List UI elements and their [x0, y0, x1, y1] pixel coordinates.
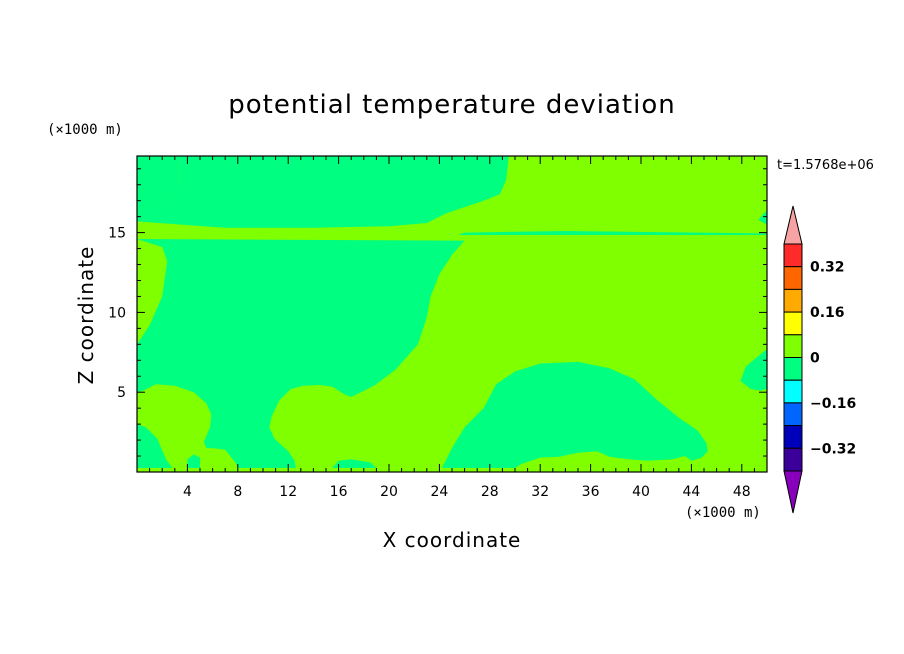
region-negative-thin-band [458, 231, 767, 235]
colorbar-arrow-bottom [783, 470, 803, 514]
x-tick-label: 48 [733, 484, 751, 500]
colorbar-swatch [783, 379, 803, 404]
contour-regions [137, 156, 767, 468]
region-negative-bottom-strip-1 [187, 454, 200, 468]
region-negative-left-main [137, 239, 465, 468]
x-tick-label: 36 [582, 484, 600, 500]
colorbar-tick-label: 0 [810, 351, 820, 367]
x-tick-label: 40 [632, 484, 650, 500]
y-tick-label: 15 [108, 226, 126, 242]
colorbar-swatch [783, 334, 803, 358]
colorbar-swatch [783, 288, 803, 313]
colorbar-swatch [783, 357, 803, 381]
colorbar-swatch [783, 425, 803, 449]
x-tick-label: 44 [682, 484, 700, 500]
chart-title: potential temperature deviation [228, 90, 675, 120]
colorbar: 0.32 0.16 0 −0.16 −0.32 [783, 205, 856, 514]
region-negative-right-edge [740, 349, 767, 391]
x-tick-label: 32 [531, 484, 549, 500]
colorbar-tick-label: 0.32 [810, 260, 845, 276]
x-tick-label: 20 [380, 484, 398, 500]
colorbar-swatch [783, 311, 803, 336]
x-axis-ticks: 4 8 12 16 20 24 28 32 36 40 44 48 [149, 156, 755, 500]
x-axis-label: X coordinate [383, 528, 522, 552]
x-tick-label: 8 [233, 484, 242, 500]
region-negative-left-lower [137, 424, 173, 468]
time-label: t=1.5768e+06 [777, 158, 874, 173]
y-tick-label: 10 [108, 305, 126, 321]
region-negative-bottom-strip-2 [332, 459, 377, 468]
colorbar-swatch [783, 402, 803, 427]
y-axis-label: Z coordinate [74, 246, 98, 385]
x-tick-label: 4 [183, 484, 192, 500]
y-axis-ticks: 5 10 15 [108, 168, 767, 457]
x-unit-label: (×1000 m) [685, 505, 761, 521]
colorbar-swatch [783, 447, 803, 472]
x-tick-label: 24 [430, 484, 448, 500]
x-tick-label: 12 [279, 484, 297, 500]
colorbar-tick-label: −0.32 [810, 441, 856, 457]
region-negative-right-main [441, 361, 708, 468]
x-tick-label: 28 [481, 484, 499, 500]
region-negative-upper [137, 156, 180, 214]
colorbar-swatch [783, 243, 803, 268]
colorbar-arrow-top [783, 205, 803, 245]
colorbar-tick-label: 0.16 [810, 305, 845, 321]
colorbar-swatch [783, 266, 803, 290]
y-unit-label: (×1000 m) [47, 122, 123, 138]
region-negative-upper-mid [137, 156, 509, 228]
colorbar-tick-label: −0.16 [810, 396, 856, 412]
x-tick-label: 16 [330, 484, 348, 500]
region-negative-upper-right-tip [758, 210, 767, 225]
y-tick-label: 5 [117, 385, 126, 401]
